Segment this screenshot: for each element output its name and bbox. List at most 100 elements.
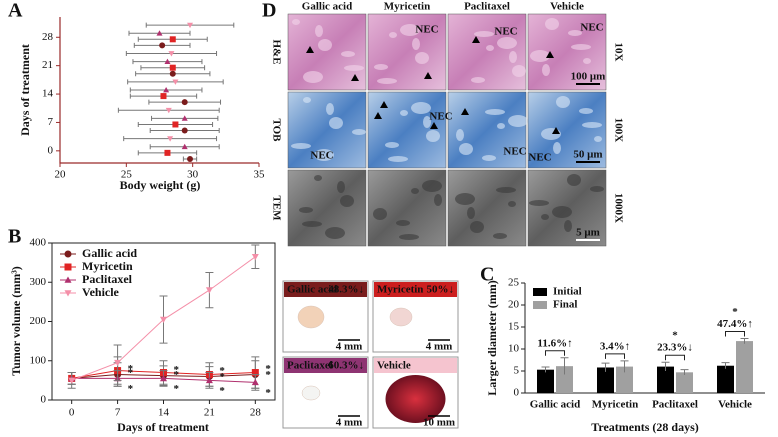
tissue-texture xyxy=(302,221,322,227)
photo-name: Gallic acid xyxy=(287,284,337,296)
tissue-texture xyxy=(568,30,582,36)
marker xyxy=(165,107,172,114)
tissue-texture xyxy=(325,227,345,239)
arrowhead xyxy=(472,36,480,43)
error-bar xyxy=(740,337,749,344)
tissue-texture xyxy=(374,64,388,70)
bar xyxy=(537,369,554,393)
magnification: 10X xyxy=(612,43,624,62)
photo-header xyxy=(284,358,367,373)
arrowhead xyxy=(351,74,359,81)
photo-name: Myricetin xyxy=(377,284,423,296)
tissue-texture xyxy=(292,19,300,25)
tissue-texture xyxy=(423,116,431,128)
necrosis-label: NEC xyxy=(429,111,452,123)
y-tick-label: 15 xyxy=(508,321,520,333)
legend-swatch xyxy=(533,301,547,309)
x-tick-label: Myricetin xyxy=(592,399,638,411)
tumor xyxy=(301,385,321,401)
photo-change: 48.3%↓ xyxy=(328,284,364,296)
arrowhead xyxy=(374,112,382,119)
tissue-texture xyxy=(486,45,494,51)
significance-mark: * xyxy=(265,387,271,399)
bracket xyxy=(725,330,745,337)
tissue-texture xyxy=(344,65,364,71)
y-tick-label: 20 xyxy=(508,299,520,311)
arrowhead xyxy=(552,127,560,134)
marker xyxy=(164,149,171,156)
necrosis-label: NEC xyxy=(580,22,603,34)
error-bar xyxy=(721,362,730,369)
tissue-texture xyxy=(556,96,570,108)
tissue-texture xyxy=(329,117,343,129)
tissue-texture xyxy=(456,129,464,141)
tissue-texture xyxy=(396,220,410,226)
scale-label: 100 μm xyxy=(571,71,606,83)
marker xyxy=(181,143,188,150)
tissue-texture xyxy=(303,71,323,83)
x-tick-label: 25 xyxy=(121,169,133,181)
bar xyxy=(676,372,693,393)
tissue-texture xyxy=(337,181,345,193)
marker xyxy=(159,42,166,49)
tissue-texture xyxy=(553,142,561,154)
x-axis-title: Body weight (g) xyxy=(120,178,201,192)
marker xyxy=(187,155,194,162)
marker xyxy=(169,36,176,43)
y-tick-label: 0 xyxy=(48,144,54,156)
significance-mark: * xyxy=(128,363,134,375)
tissue-texture xyxy=(411,102,431,114)
tissue-texture xyxy=(299,207,313,213)
tissue-texture xyxy=(509,51,517,63)
column-header: Paclitaxel xyxy=(464,1,510,13)
tissue-texture xyxy=(471,77,485,83)
tissue-texture xyxy=(579,108,593,114)
tissue-texture xyxy=(318,39,332,51)
tissue-texture xyxy=(434,194,442,206)
y-axis-title: Tumor volume (mm³) xyxy=(9,266,23,376)
marker xyxy=(172,121,179,128)
error-bar xyxy=(680,369,689,375)
y-tick-label: 100 xyxy=(30,354,47,366)
marker xyxy=(168,51,175,57)
photo-header xyxy=(374,358,457,373)
tissue-texture xyxy=(341,51,355,57)
legend-marker xyxy=(64,250,72,258)
tissue-texture xyxy=(411,188,419,194)
tumor xyxy=(389,307,413,327)
arrowhead xyxy=(424,72,432,79)
tissue-texture xyxy=(340,195,354,207)
tissue-texture xyxy=(459,143,473,155)
x-tick-label: Gallic acid xyxy=(530,399,580,411)
necrosis-label: NEC xyxy=(528,152,551,164)
marker xyxy=(114,359,122,367)
error-bar xyxy=(620,360,629,373)
significance-mark: * xyxy=(174,364,180,376)
tissue-texture xyxy=(314,149,334,161)
tissue-texture xyxy=(373,208,387,220)
bracket xyxy=(665,354,685,361)
tissue-texture xyxy=(415,52,429,64)
x-tick-label: Paclitaxel xyxy=(652,399,698,411)
tissue-texture xyxy=(497,37,517,49)
marker xyxy=(205,376,213,384)
legend-label: Vehicle xyxy=(82,285,120,299)
error-bar xyxy=(560,357,569,375)
x-tick-label: 28 xyxy=(250,407,262,419)
necrosis-label: NEC xyxy=(310,150,333,162)
x-tick-label: 21 xyxy=(204,407,215,419)
y-tick-label: 25 xyxy=(508,277,520,289)
row-label: H&E xyxy=(270,39,282,64)
magnification: 100X xyxy=(612,118,624,143)
significance-mark: * xyxy=(174,369,180,381)
significance-mark: * xyxy=(128,367,134,379)
marker xyxy=(169,64,176,71)
tissue-texture xyxy=(482,155,496,161)
tumor xyxy=(297,305,325,329)
significance-mark: * xyxy=(672,330,678,342)
bar xyxy=(736,341,753,393)
marker xyxy=(251,369,259,377)
y-axis-title: Days of treatment xyxy=(18,44,32,136)
tissue-texture xyxy=(315,25,323,37)
